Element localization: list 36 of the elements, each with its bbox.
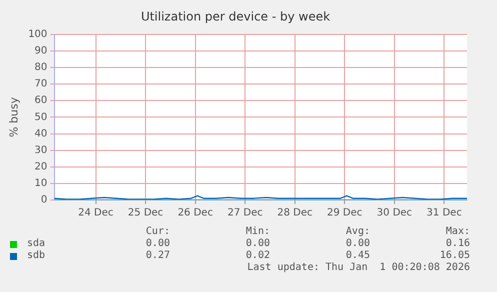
text: 0.00 — [144, 238, 170, 250]
y-tick-label: 100 — [28, 28, 48, 40]
text: 0.27 — [144, 250, 170, 262]
text: Min: — [244, 226, 270, 238]
y-tick-label: 0 — [40, 194, 48, 206]
chart-title: Utilization per device - by week — [140, 9, 330, 24]
y-tick-label: 20 — [34, 161, 48, 172]
x-tick-label: 26 Dec — [178, 208, 213, 219]
y-tick-label: 80 — [34, 62, 48, 74]
y-tick-label: 10 — [34, 178, 48, 190]
text: Last update: Thu Jan 1 00:20:08 2026 — [246, 262, 470, 274]
text: Avg: — [344, 226, 370, 238]
x-tick-label: 31 Dec — [426, 208, 462, 219]
text: Max: — [444, 226, 470, 238]
y-tick-label: 40 — [34, 128, 48, 140]
y-tick-label: 60 — [34, 95, 48, 106]
text: 0.00 — [244, 238, 270, 250]
x-tick-label: 25 Dec — [128, 208, 164, 219]
y-tick-label: 30 — [34, 144, 48, 156]
legend-label: sdb — [27, 250, 46, 262]
y-tick-label: 90 — [34, 46, 48, 57]
text: 0.16 — [444, 238, 470, 250]
y-axis-title: % busy — [7, 96, 20, 138]
x-tick-label: 28 Dec — [277, 208, 312, 219]
text: 0.45 — [344, 250, 370, 262]
y-tick-label: 70 — [34, 78, 48, 90]
legend-label: sda — [27, 238, 46, 250]
x-tick-label: 29 Dec — [327, 208, 362, 219]
text: 0.02 — [244, 250, 270, 262]
x-tick-label: 27 Dec — [227, 208, 263, 219]
text: 16.05 — [438, 250, 470, 262]
text: Cur: — [144, 226, 170, 238]
x-tick-label: 30 Dec — [376, 208, 412, 219]
y-tick-label: 50 — [34, 112, 48, 123]
x-tick-label: 24 Dec — [78, 208, 114, 219]
text: 0.00 — [344, 238, 370, 250]
